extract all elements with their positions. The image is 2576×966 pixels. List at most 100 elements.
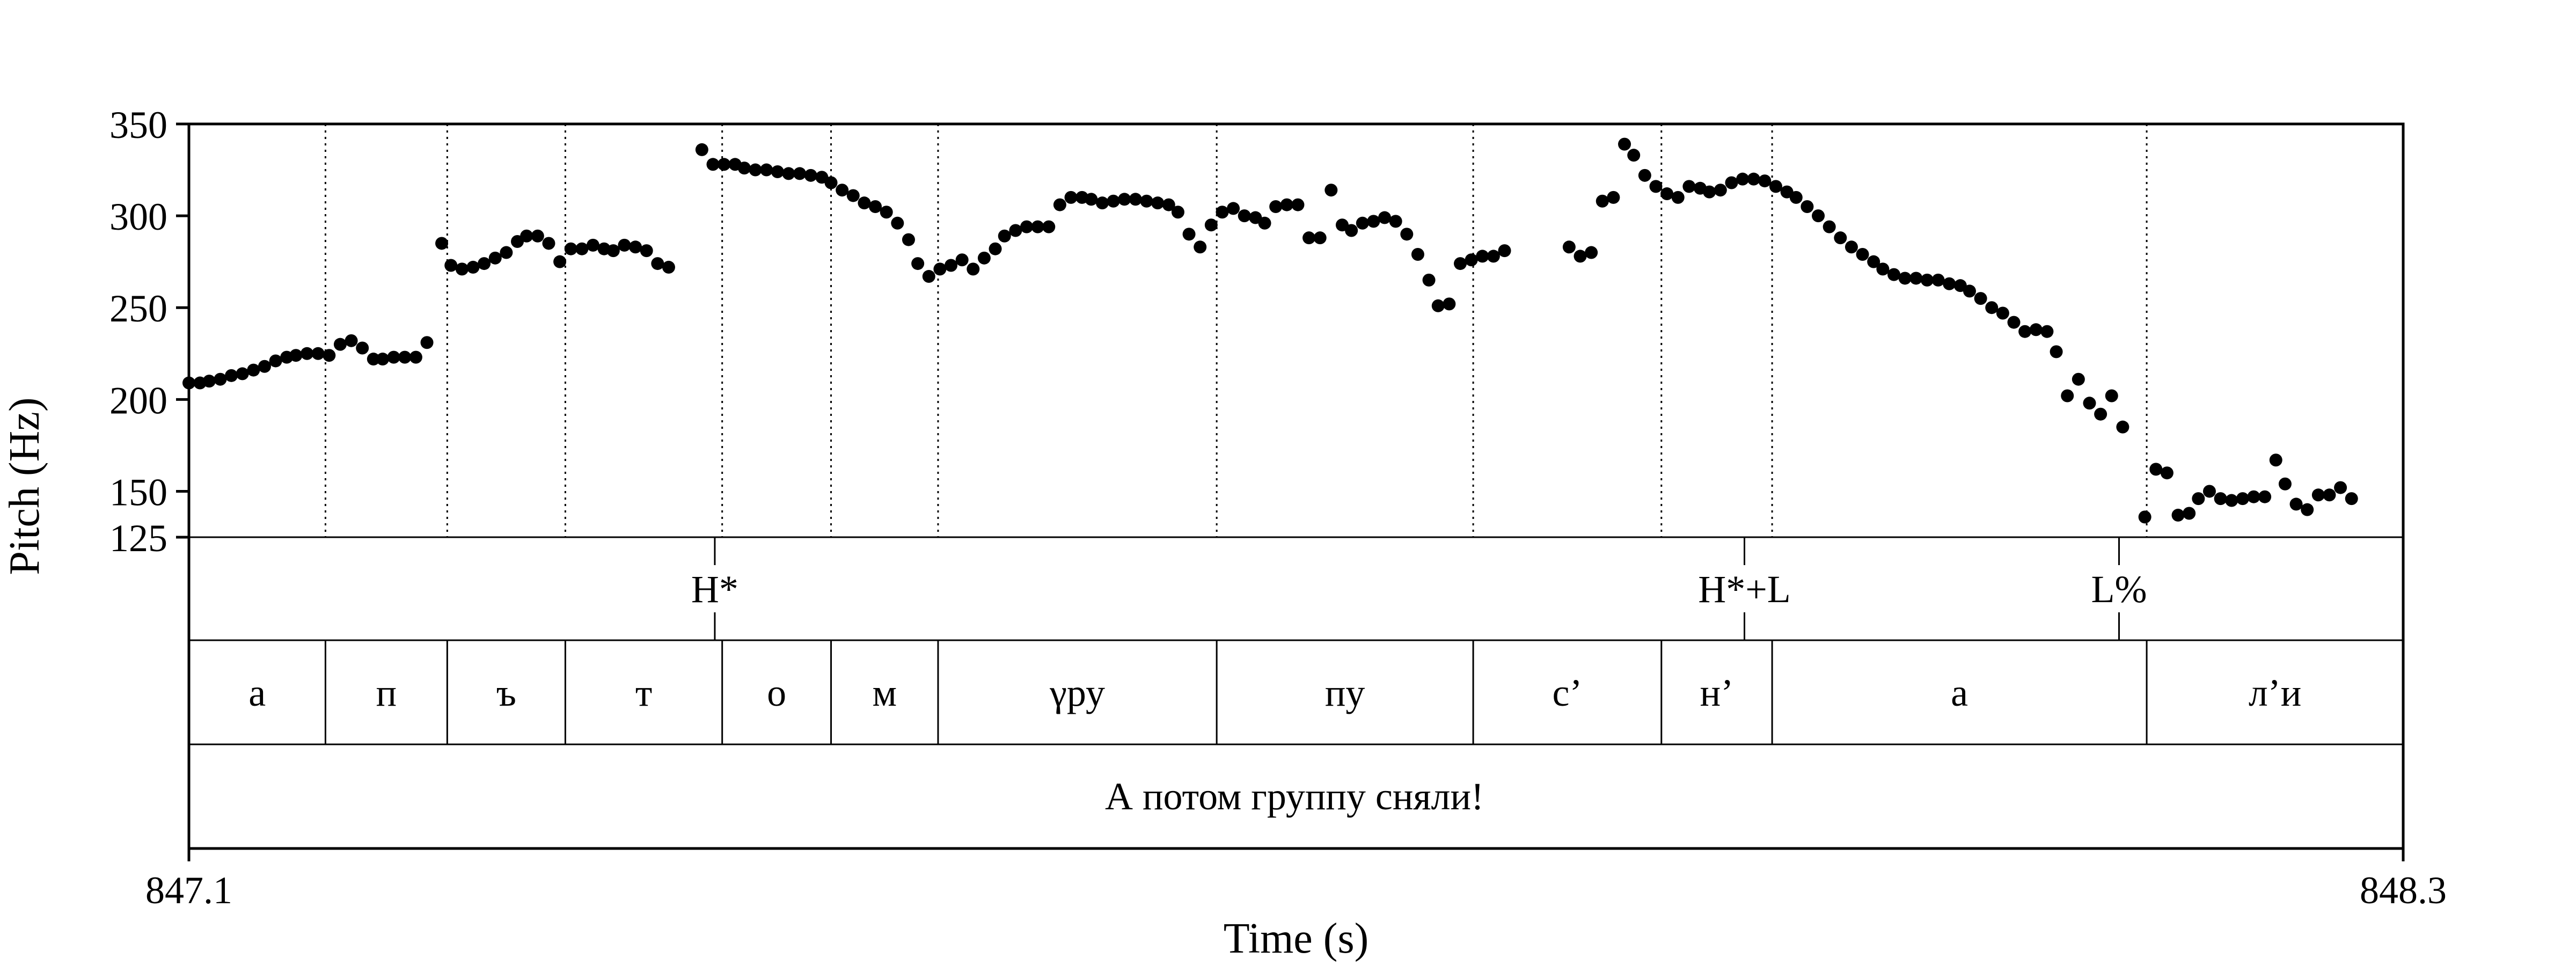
pitch-point-95: [1227, 202, 1240, 215]
pitch-point-74: [998, 229, 1011, 243]
pitch-point-186: [2278, 477, 2292, 491]
pitch-point-7: [247, 363, 260, 377]
pitch-point-86: [1129, 193, 1142, 206]
pitch-point-75: [1009, 224, 1022, 237]
pitch-point-4: [214, 372, 227, 386]
pitch-point-20: [387, 350, 400, 364]
y-tick-label-200: 200: [109, 379, 167, 422]
y-tick-label-300: 300: [109, 195, 167, 238]
y-tick-label-350: 350: [109, 104, 167, 147]
tone-tier: H* H*+L L%: [691, 537, 2147, 640]
pitch-point-52: [760, 163, 773, 177]
pitch-point-23: [420, 336, 434, 349]
pitch-point-104: [1324, 184, 1338, 197]
pitch-point-76: [1020, 220, 1034, 233]
pitch-point-15: [333, 338, 347, 351]
pitch-point-169: [2083, 397, 2096, 410]
pitch-point-158: [1963, 284, 1976, 298]
segment-tier: а п ъ т о м γру пу с’ н’ а л’и: [248, 640, 2301, 744]
pitch-point-136: [1725, 176, 1738, 189]
y-tick-label-125: 125: [109, 517, 167, 560]
pitch-point-176: [2171, 508, 2185, 522]
pitch-point-17: [356, 341, 369, 355]
pitch-point-119: [1487, 250, 1500, 263]
pitch-point-100: [1280, 198, 1293, 211]
pitch-point-171: [2105, 389, 2118, 402]
pitch-point-120: [1498, 244, 1511, 258]
pitch-point-152: [1898, 272, 1912, 285]
tone-label-2: H*+L: [1698, 568, 1791, 611]
pitch-point-118: [1476, 250, 1489, 263]
pitch-point-166: [2050, 345, 2063, 358]
pitch-point-29: [488, 251, 502, 265]
pitch-point-64: [891, 216, 904, 230]
y-tick-label-150: 150: [109, 471, 167, 514]
pitch-point-21: [398, 350, 412, 364]
pitch-point-148: [1856, 247, 1869, 261]
pitch-point-43: [640, 244, 653, 258]
pitch-point-125: [1607, 191, 1620, 204]
pitch-point-42: [629, 240, 642, 254]
pitch-point-68: [933, 262, 947, 276]
pitch-point-149: [1867, 255, 1880, 268]
x-axis-label: Time (s): [1224, 915, 1368, 962]
pitch-point-66: [911, 257, 925, 270]
segment-label-4: т: [635, 671, 652, 714]
pitch-point-51: [749, 163, 762, 177]
pitch-point-179: [2202, 485, 2216, 498]
segment-label-3: ъ: [496, 671, 516, 714]
pitch-point-134: [1703, 185, 1716, 199]
pitch-point-126: [1618, 137, 1631, 151]
segment-boundary-guides: [324, 124, 2148, 537]
pitch-point-92: [1194, 240, 1207, 254]
pitch-point-33: [531, 229, 544, 243]
pitch-point-187: [2289, 497, 2303, 511]
pitch-point-145: [1823, 220, 1836, 233]
pitch-point-56: [804, 169, 817, 182]
pitch-point-143: [1801, 200, 1814, 213]
pitch-point-90: [1171, 206, 1184, 219]
pitch-point-142: [1789, 191, 1803, 204]
pitch-point-30: [500, 246, 513, 259]
pitch-point-24: [435, 237, 449, 250]
y-tick-label-250: 250: [109, 287, 167, 330]
pitch-point-36: [564, 242, 577, 255]
pitch-point-114: [1431, 299, 1445, 312]
pitch-point-65: [902, 233, 915, 246]
tier-boundaries: [189, 536, 2403, 745]
pitch-point-27: [466, 260, 480, 274]
pitch-point-94: [1216, 206, 1229, 219]
pitch-point-180: [2214, 492, 2227, 506]
pitch-point-189: [2311, 488, 2325, 502]
segment-label-8: пу: [1325, 671, 1365, 714]
pitch-point-40: [606, 244, 620, 258]
pitch-point-112: [1411, 247, 1424, 261]
pitch-point-132: [1682, 180, 1696, 193]
pitch-point-174: [2149, 463, 2163, 476]
pitch-point-5: [225, 369, 238, 382]
pitch-point-151: [1887, 268, 1901, 281]
pitch-point-19: [376, 353, 390, 366]
pitch-point-93: [1204, 218, 1218, 232]
segment-label-6: м: [872, 671, 897, 714]
pitch-point-160: [1985, 301, 1999, 314]
pitch-point-144: [1812, 209, 1825, 223]
y-axis-label: Pitch (Hz): [1, 397, 48, 575]
tone-label-3: L%: [2091, 568, 2147, 611]
pitch-point-72: [977, 251, 991, 265]
pitch-point-62: [869, 200, 882, 213]
x-axis: 847.1 848.3: [145, 848, 2447, 912]
pitch-point-59: [836, 184, 849, 197]
pitch-point-182: [2236, 492, 2249, 506]
pitch-point-9: [269, 354, 282, 368]
pitch-point-108: [1367, 215, 1380, 228]
pitch-point-147: [1845, 240, 1858, 254]
pitch-point-63: [880, 206, 893, 219]
pitch-point-3: [202, 375, 216, 388]
pitch-point-154: [1920, 273, 1934, 287]
pitch-point-172: [2116, 420, 2129, 434]
pitch-point-103: [1313, 231, 1327, 245]
